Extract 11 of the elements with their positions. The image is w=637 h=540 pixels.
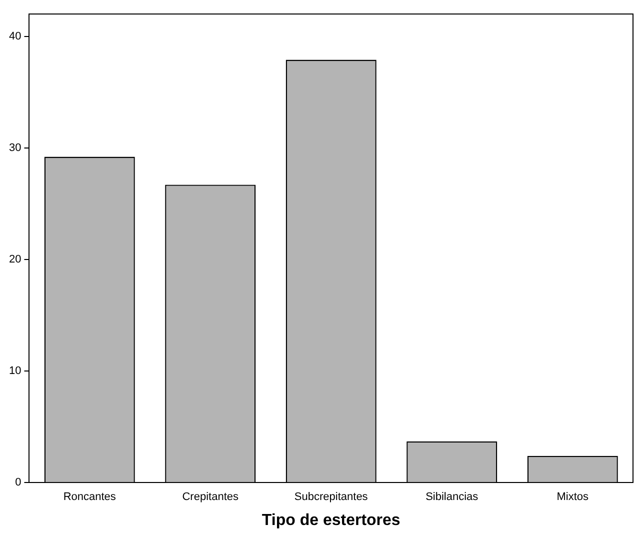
y-tick-label: 20 (8, 253, 22, 266)
x-tick-label: Sibilancias (426, 491, 479, 504)
y-tick-label: 0 (15, 476, 22, 489)
y-tick-label: 10 (8, 365, 22, 378)
x-tick-label: Crepitantes (182, 491, 239, 504)
y-tick-label: 30 (8, 142, 22, 154)
x-axis-title: Tipo de estertores (262, 512, 400, 529)
x-tick-label: Mixtos (556, 491, 590, 504)
x-tick-label: Roncantes (63, 491, 116, 504)
x-tick-label: Subcrepitantes (294, 491, 368, 504)
y-tick-label: 40 (8, 30, 22, 42)
